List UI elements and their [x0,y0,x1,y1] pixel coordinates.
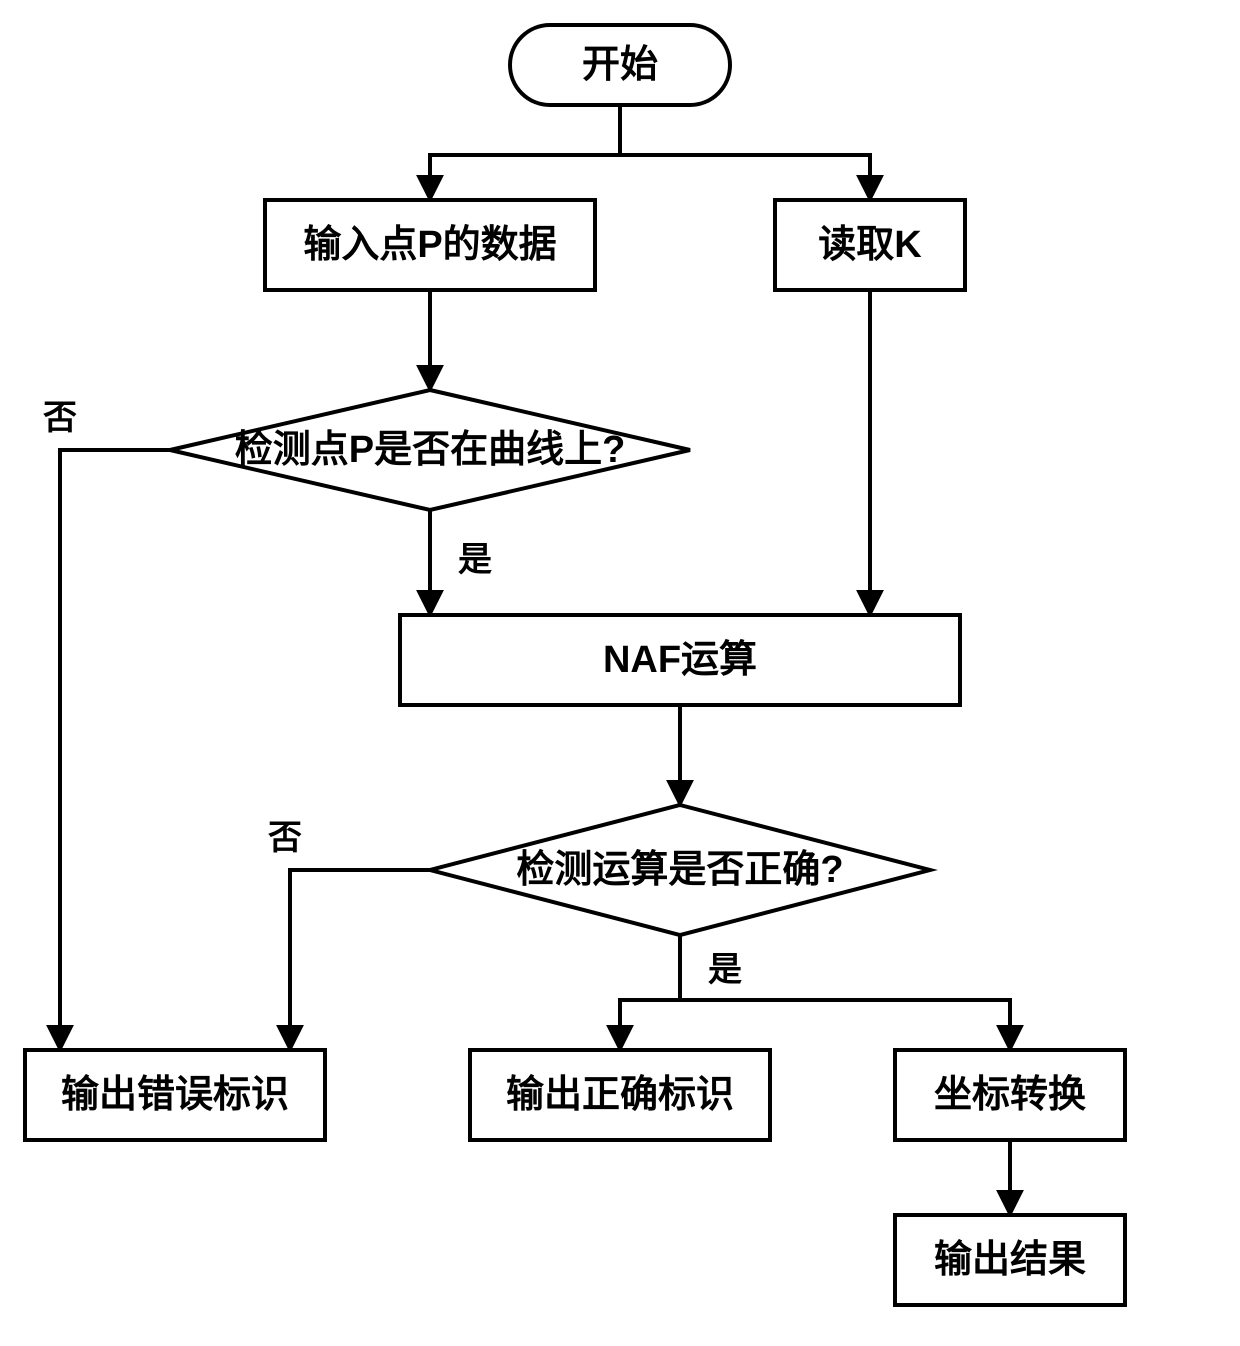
node-label-out_result: 输出结果 [934,1239,1086,1281]
node-read_k: 读取K [775,200,965,290]
node-label-naf: NAF运算 [603,639,757,681]
node-start: 开始 [510,25,730,105]
node-label-out_ok: 输出正确标识 [506,1074,734,1116]
node-check_p: 检测点P是否在曲线上? [170,390,690,510]
node-input_p: 输入点P的数据 [265,200,595,290]
node-out_result: 输出结果 [895,1215,1125,1305]
node-label-check_ok: 检测运算是否正确? [516,849,843,891]
node-out_ok: 输出正确标识 [470,1050,770,1140]
node-label-check_p: 检测点P是否在曲线上? [235,429,626,471]
svg-text:否: 否 [43,399,77,437]
svg-text:否: 否 [268,819,302,857]
svg-text:是: 是 [458,541,492,579]
node-label-out_err: 输出错误标识 [61,1074,289,1116]
node-label-coord: 坐标转换 [934,1074,1086,1116]
node-naf: NAF运算 [400,615,960,705]
svg-text:是: 是 [708,951,742,989]
node-out_err: 输出错误标识 [25,1050,325,1140]
node-label-start: 开始 [582,44,658,86]
node-check_ok: 检测运算是否正确? [430,805,930,935]
node-coord: 坐标转换 [895,1050,1125,1140]
node-label-input_p: 输入点P的数据 [303,224,556,266]
node-label-read_k: 读取K [818,224,922,266]
